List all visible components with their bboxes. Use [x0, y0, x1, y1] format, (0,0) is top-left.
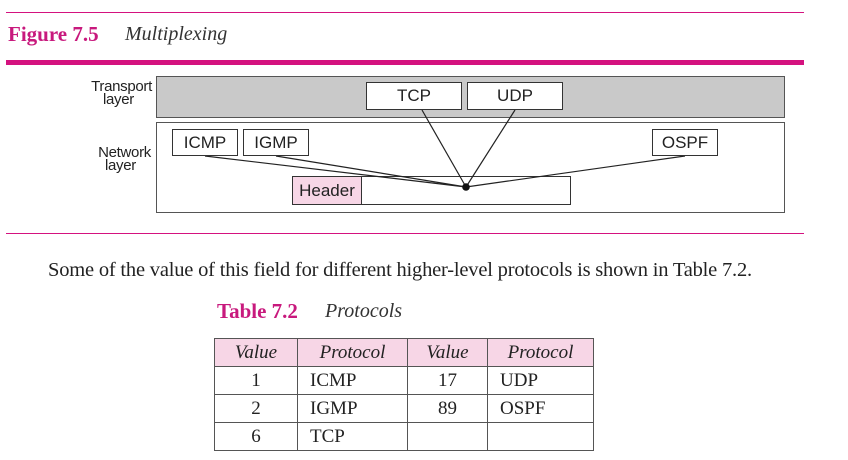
body-paragraph: Some of the value of this field for diff… [48, 259, 752, 281]
table-cell [487, 422, 594, 451]
network-layer-label: Network layer [72, 144, 151, 174]
table-title: Protocols [325, 300, 403, 322]
protocol-label-icmp: ICMP [183, 132, 227, 152]
demux-point [462, 183, 470, 191]
header-protocol-2: Protocol [487, 338, 594, 367]
protocol-label-tcp: TCP [397, 86, 431, 105]
line-udp [465, 109, 516, 188]
table-header-row: Value Protocol Value Protocol [214, 338, 594, 367]
transport-layer-label: Transport layer [72, 78, 152, 108]
top-rule [6, 12, 804, 13]
table-cell: 6 [214, 422, 298, 451]
header-protocol-1: Protocol [297, 338, 408, 367]
table-cell [407, 422, 488, 451]
protocol-label-ospf: OSPF [661, 132, 709, 152]
figure-number: Figure 7.5 [8, 22, 99, 46]
table-cell: 2 [214, 394, 298, 423]
protocol-box-icmp: ICMP [172, 129, 238, 156]
protocol-box-udp: UDP [467, 82, 563, 110]
table-cell: ICMP [297, 366, 408, 395]
protocols-table: Value Protocol Value Protocol 1 ICMP 17 … [214, 338, 594, 451]
header-label: Header [299, 180, 355, 200]
line-igmp [275, 155, 467, 188]
figure-bottom-rule [6, 233, 804, 234]
table-cell: TCP [297, 422, 408, 451]
protocol-box-ospf: OSPF [652, 129, 718, 156]
table-cell: IGMP [297, 394, 408, 423]
header-value-1: Value [214, 338, 298, 367]
table-cell: UDP [487, 366, 594, 395]
table-row: 1 ICMP 17 UDP [214, 366, 594, 395]
protocol-label-udp: UDP [497, 86, 533, 105]
protocol-box-tcp: TCP [366, 82, 462, 110]
figure-title: Multiplexing [125, 23, 228, 45]
transport-label-line-1: Transport [91, 78, 152, 95]
ip-header-field: Header [292, 176, 362, 205]
line-icmp [204, 155, 467, 188]
line-tcp [421, 109, 467, 188]
network-label-line-2: layer [104, 157, 136, 174]
table-row: 2 IGMP 89 OSPF [214, 394, 594, 423]
table-cell: 17 [407, 366, 488, 395]
figure-title-rule [6, 60, 804, 65]
table-cell: OSPF [487, 394, 594, 423]
transport-label-line-2: layer [102, 91, 134, 108]
table-cell: 89 [407, 394, 488, 423]
header-value-2: Value [407, 338, 488, 367]
protocol-label-igmp: IGMP [254, 132, 298, 152]
table-cell: 1 [214, 366, 298, 395]
protocol-box-igmp: IGMP [243, 129, 309, 156]
line-ospf [465, 155, 686, 188]
table-number: Table 7.2 [217, 299, 298, 323]
network-label-line-1: Network [98, 144, 151, 161]
table-row: 6 TCP [214, 422, 594, 451]
